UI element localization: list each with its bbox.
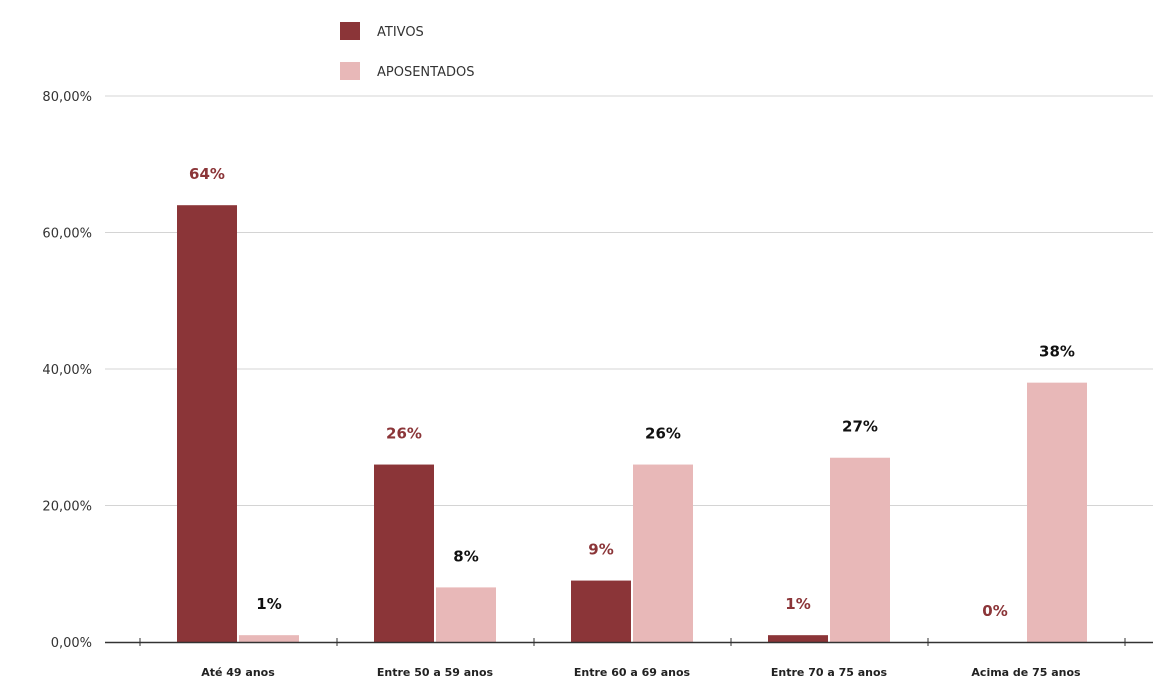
y-tick-label: 80,00% [42, 90, 92, 105]
data-label-aposentados-0: 1% [256, 595, 281, 613]
bars [177, 205, 1087, 642]
x-axis-category-labels: Até 49 anos Entre 50 a 59 anos Entre 60 a … [201, 666, 1081, 679]
legend-label-aposentados: APOSENTADOS [377, 65, 474, 80]
legend-swatch-ativos [340, 22, 360, 40]
y-tick-label: 40,00% [42, 363, 92, 378]
legend: ATIVOS APOSENTADOS [340, 22, 474, 80]
data-label-ativos-4: 0% [982, 602, 1007, 620]
gridlines [105, 95, 1153, 506]
y-tick-label: 20,00% [42, 500, 92, 515]
bar-aposentados-3 [830, 457, 890, 642]
y-axis-ticks: 0,00% 20,00% 40,00% 60,00% 80,00% [42, 90, 92, 651]
bar-aposentados-2 [633, 464, 693, 642]
data-label-ativos-3: 1% [785, 595, 810, 613]
bar-ativos-2 [571, 580, 631, 642]
data-label-aposentados-4: 38% [1039, 343, 1075, 361]
data-label-ativos-2: 9% [588, 541, 613, 559]
y-tick-label: 0,00% [51, 636, 92, 651]
x-category-label: Entre 70 a 75 anos [771, 666, 888, 679]
bar-ativos-3 [768, 635, 828, 642]
y-tick-label: 60,00% [42, 227, 92, 242]
legend-swatch-aposentados [340, 62, 360, 80]
bar-aposentados-0 [239, 635, 299, 642]
x-category-label: Entre 50 a 59 anos [377, 666, 494, 679]
data-label-aposentados-2: 26% [645, 425, 681, 443]
data-labels: 64% 1% 26% 8% 9% 26% 1% 27% 0% 38% [189, 165, 1075, 620]
data-label-ativos-0: 64% [189, 165, 225, 183]
x-axis [105, 638, 1153, 646]
x-category-label: Entre 60 a 69 anos [574, 666, 691, 679]
bar-aposentados-4 [1027, 382, 1087, 642]
x-category-label: Até 49 anos [201, 666, 275, 679]
bar-ativos-0 [177, 205, 237, 642]
data-label-ativos-1: 26% [386, 425, 422, 443]
bar-aposentados-1 [436, 587, 496, 642]
x-category-label: Acima de 75 anos [971, 666, 1081, 679]
data-label-aposentados-3: 27% [842, 418, 878, 436]
legend-label-ativos: ATIVOS [377, 25, 424, 40]
bar-ativos-1 [374, 464, 434, 642]
data-label-aposentados-1: 8% [453, 547, 478, 565]
